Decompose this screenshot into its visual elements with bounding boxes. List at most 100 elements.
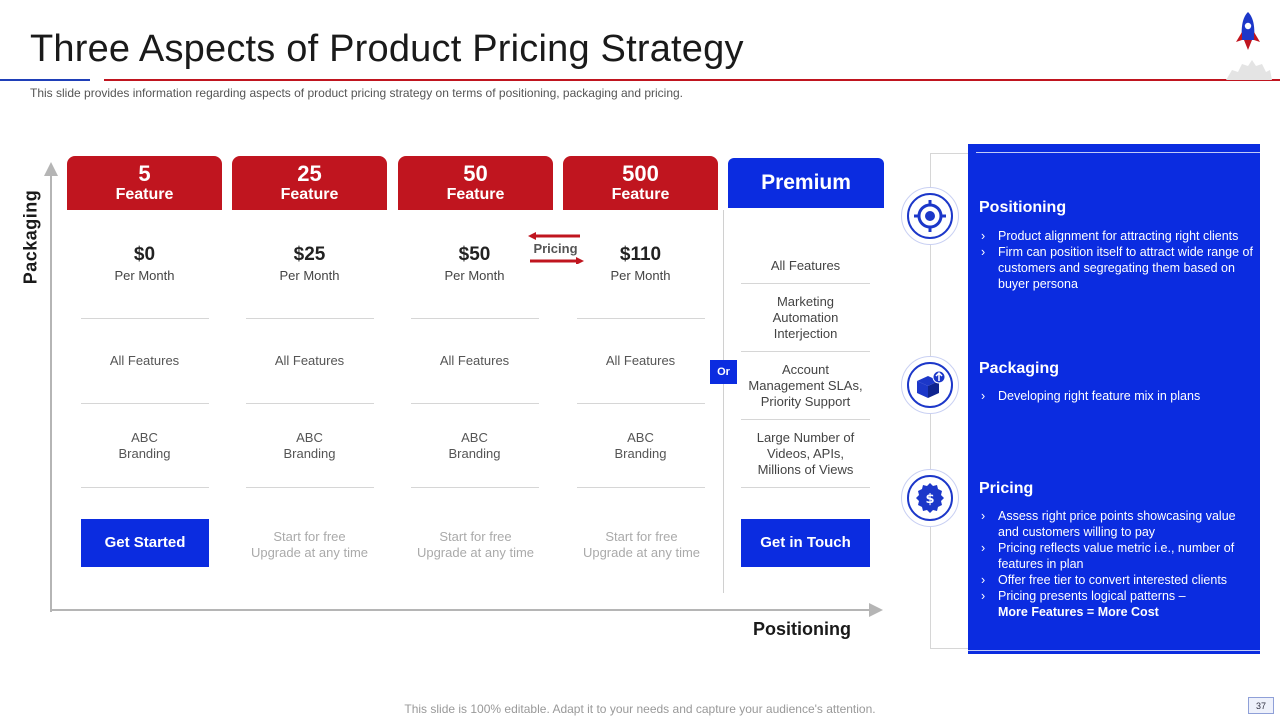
plan-branding-line: ABC	[627, 430, 654, 445]
plan-features: All Features	[605, 353, 676, 368]
plan-features: All Features	[109, 353, 180, 368]
divider	[741, 351, 870, 352]
premium-row-line: All Features	[770, 258, 841, 273]
premium-row-line: Interjection	[773, 326, 838, 341]
footer-note: This slide is 100% editable. Adapt it to…	[404, 702, 876, 716]
premium-row: Marketing Automation Interjection	[741, 294, 870, 342]
premium-row-line: Millions of Views	[757, 462, 854, 477]
plan-cta-line: Start for free	[273, 529, 346, 544]
divider	[577, 403, 705, 404]
plan-features: All Features	[439, 353, 510, 368]
plan-header-25: 25 Feature	[232, 156, 387, 210]
plan-feature-count: 25	[297, 161, 322, 186]
plan-cta-line: Start for free	[605, 529, 678, 544]
or-badge: Or	[710, 360, 737, 384]
plan-branding-line: Branding	[283, 446, 336, 461]
emphasis-text: More Features = More Cost	[998, 605, 1159, 619]
plan-feature-label: Feature	[446, 186, 505, 203]
section-title-positioning: Positioning	[979, 199, 1067, 216]
plan-cta-text: Start for free Upgrade at any time	[232, 529, 387, 561]
plan-feature-count: 5	[138, 161, 151, 186]
divider	[741, 283, 870, 284]
bullet-item: Product alignment for attracting right c…	[979, 228, 1257, 244]
plan-feature-label: Feature	[280, 186, 339, 203]
premium-row-line: Account	[782, 362, 829, 377]
premium-header: Premium	[728, 158, 884, 208]
divider	[411, 487, 539, 488]
plan-price: $0	[133, 244, 156, 265]
target-icon	[901, 187, 959, 245]
premium-row: All Features	[741, 258, 870, 274]
divider	[81, 403, 209, 404]
plan-cta-line: Upgrade at any time	[416, 545, 535, 560]
section-title-pricing: Pricing	[979, 480, 1034, 497]
packaging-bullets: Developing right feature mix in plans	[979, 388, 1257, 404]
plan-price-block: $25 Per Month	[232, 244, 387, 283]
pricing-double-arrow-icon	[526, 232, 586, 265]
bullet-item: Developing right feature mix in plans	[979, 388, 1257, 404]
get-started-button[interactable]: Get Started	[81, 519, 209, 567]
divider	[741, 419, 870, 420]
plan-header-5: 5 Feature	[67, 156, 222, 210]
premium-row: Large Number of Videos, APIs, Millions o…	[741, 430, 870, 478]
plan-branding-line: Branding	[614, 446, 667, 461]
plan-cta-line: Upgrade at any time	[582, 545, 701, 560]
plan-branding: ABC Branding	[67, 430, 222, 462]
page-subtitle: This slide provides information regardin…	[30, 86, 684, 100]
bullet-item: Assess right price points showcasing val…	[979, 508, 1257, 540]
divider	[577, 318, 705, 319]
y-axis-line	[50, 172, 52, 612]
svg-text:$: $	[925, 492, 934, 507]
y-axis-arrowhead	[44, 162, 58, 176]
premium-row-line: Automation	[772, 310, 839, 325]
premium-row: Account Management SLAs, Priority Suppor…	[741, 362, 870, 410]
divider	[246, 403, 374, 404]
title-underline-red	[104, 79, 1280, 81]
plan-cta-text: Start for free Upgrade at any time	[398, 529, 553, 561]
bullet-item: Firm can position itself to attract wide…	[979, 244, 1257, 292]
divider	[411, 318, 539, 319]
plan-branding: ABC Branding	[232, 430, 387, 462]
premium-row-line: Marketing	[776, 294, 835, 309]
plan-branding-line: ABC	[461, 430, 488, 445]
plan-header-500: 500 Feature	[563, 156, 718, 210]
divider	[741, 487, 870, 488]
premium-row-line: Large Number of	[756, 430, 855, 445]
plan-branding-line: ABC	[296, 430, 323, 445]
premium-row-line: Videos, APIs,	[766, 446, 845, 461]
rocket-logo-icon	[1222, 8, 1274, 82]
x-axis-arrowhead	[869, 603, 883, 617]
premium-row-line: Management SLAs,	[748, 378, 863, 393]
title-underline-blue	[0, 79, 90, 81]
plan-branding-line: Branding	[448, 446, 501, 461]
bullet-item: Offer free tier to convert interested cl…	[979, 572, 1257, 588]
divider	[81, 487, 209, 488]
plan-cta-line: Upgrade at any time	[250, 545, 369, 560]
plan-feature-label: Feature	[611, 186, 670, 203]
plan-header-50: 50 Feature	[398, 156, 553, 210]
plan-cta-line: Start for free	[439, 529, 512, 544]
plan-feature-count: 50	[463, 161, 488, 186]
plan-branding-line: Branding	[118, 446, 171, 461]
plan-cta-text: Start for free Upgrade at any time	[564, 529, 719, 561]
plan-period: Per Month	[610, 268, 671, 283]
page-title: Three Aspects of Product Pricing Strateg…	[30, 28, 744, 70]
premium-row-line: Priority Support	[760, 394, 851, 409]
section-title-packaging: Packaging	[979, 360, 1060, 377]
positioning-bullets: Product alignment for attracting right c…	[979, 228, 1257, 292]
plan-branding: ABC Branding	[563, 430, 718, 462]
plan-features: All Features	[274, 353, 345, 368]
page-number: 37	[1248, 697, 1274, 714]
premium-divider-line	[723, 210, 724, 593]
bullet-item: Pricing presents logical patterns –	[979, 588, 1257, 604]
dollar-badge-icon: $	[901, 469, 959, 527]
x-axis-line	[50, 609, 872, 611]
x-axis-label: Positioning	[753, 619, 851, 639]
panel-top-rule	[976, 152, 1260, 153]
get-in-touch-button[interactable]: Get in Touch	[741, 519, 870, 567]
plan-branding-line: ABC	[131, 430, 158, 445]
pricing-bullets: Assess right price points showcasing val…	[979, 508, 1257, 620]
divider	[246, 318, 374, 319]
divider	[246, 487, 374, 488]
divider	[577, 487, 705, 488]
